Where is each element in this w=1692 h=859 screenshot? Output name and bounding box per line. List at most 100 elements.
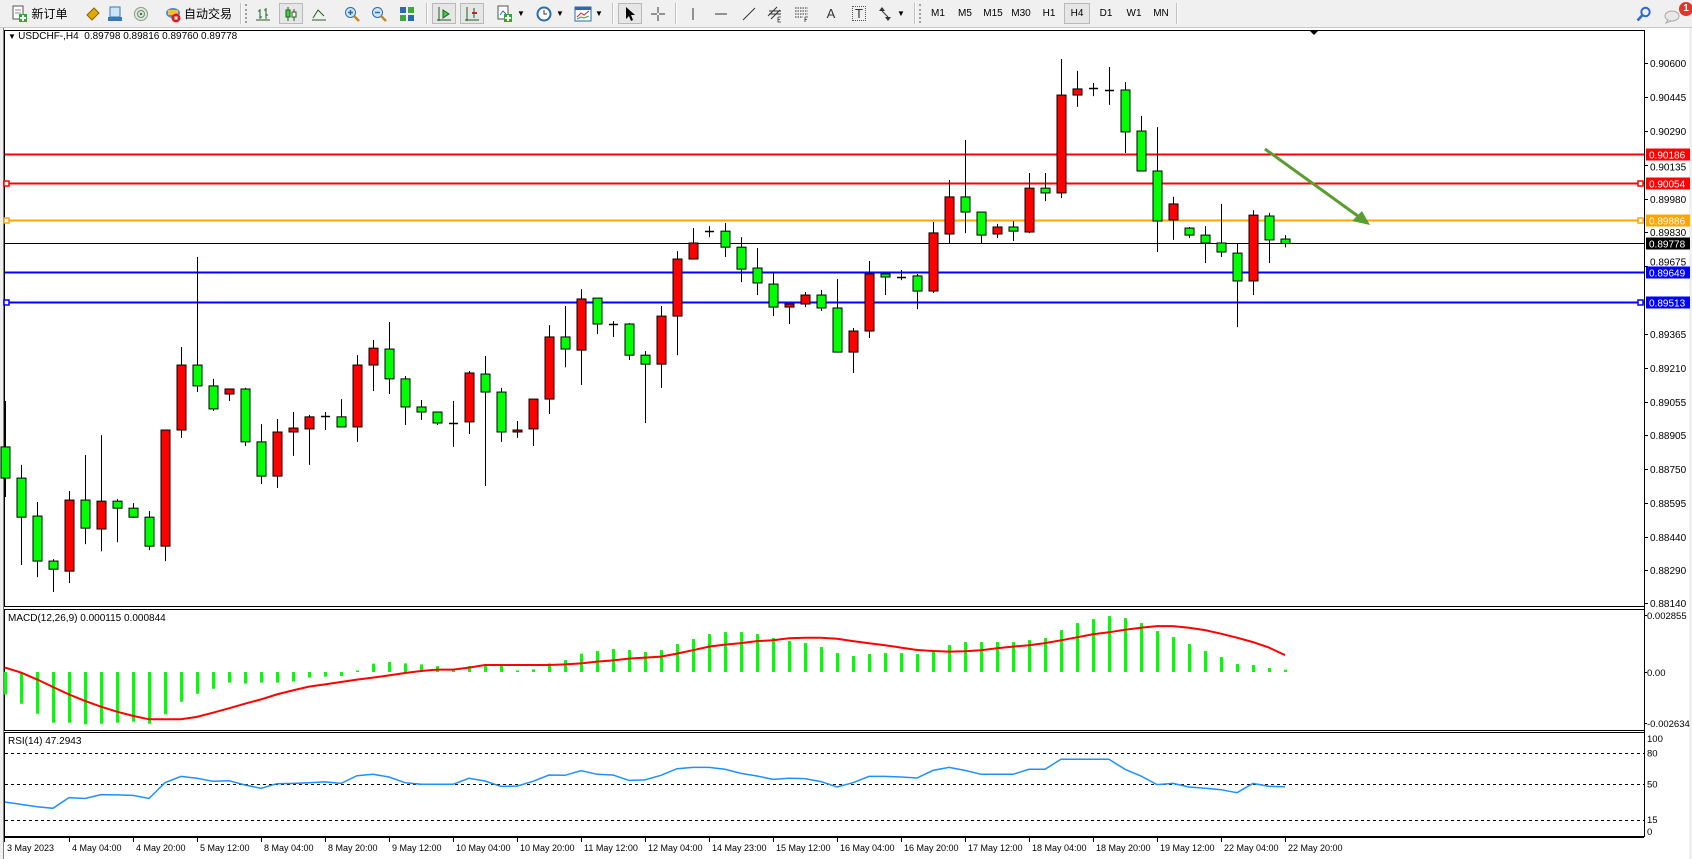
time-tick-label: 5 May 12:00	[200, 843, 250, 853]
candle-bearish	[816, 294, 827, 309]
zoom-out-button[interactable]	[368, 3, 390, 24]
templates-dropdown[interactable]: ▼	[594, 3, 604, 24]
time-tick-label: 4 May 04:00	[72, 843, 122, 853]
caret-down-icon: ▼	[517, 9, 525, 18]
trend-arrow[interactable]	[1264, 147, 1363, 221]
macd-histogram-bar	[420, 664, 423, 672]
candle-bearish	[880, 273, 891, 278]
toolbar-grip[interactable]	[919, 4, 923, 23]
line-handle[interactable]	[1637, 217, 1644, 224]
time-tick-label: 10 May 20:00	[520, 843, 575, 853]
candle-bullish	[1248, 214, 1259, 282]
timeframe-m1[interactable]: M1	[931, 8, 945, 19]
rsi-tick-label: 50	[1647, 780, 1658, 791]
new-order-button[interactable]: 新订单	[8, 3, 72, 24]
cursor-button[interactable]	[618, 3, 642, 24]
price-tick-label: 0.89210	[1650, 364, 1687, 375]
macd-panel-frame	[4, 609, 1645, 731]
macd-histogram-bar	[708, 634, 711, 672]
chart-window[interactable]	[3, 28, 1689, 859]
vertical-line-button[interactable]	[682, 3, 704, 24]
periods-icon	[535, 5, 553, 23]
price-tick-label: 0.88905	[1650, 431, 1687, 442]
symbol-title: USDCHF-,H4	[18, 31, 79, 42]
macd-histogram-bar	[516, 670, 519, 672]
timeframe-mn[interactable]: MN	[1153, 8, 1169, 19]
candle-bullish	[656, 315, 667, 365]
candle-bearish	[1008, 226, 1019, 232]
macd-histogram-bar	[1124, 618, 1127, 672]
timeframe-m30[interactable]: M30	[1011, 8, 1031, 19]
candle-bearish	[560, 336, 571, 350]
macd-histogram-bar	[1172, 637, 1175, 672]
toolbar-separator	[612, 3, 614, 24]
timeframe-d1[interactable]: D1	[1099, 8, 1113, 19]
timeframe-h4[interactable]: H4	[1064, 3, 1090, 24]
candle-bearish	[1120, 89, 1131, 133]
candle-bearish	[400, 378, 411, 408]
macd-histogram-bar	[100, 672, 103, 724]
candle-bearish	[192, 364, 203, 387]
macd-histogram-bar	[356, 670, 359, 672]
macd-histogram-bar	[1236, 664, 1239, 672]
auto-trading-button[interactable]: 自动交易	[162, 3, 234, 24]
arrows-button[interactable]	[874, 3, 896, 24]
indicators-button[interactable]	[494, 3, 516, 24]
macd-histogram-bar	[756, 634, 759, 672]
candle-bearish	[1152, 170, 1163, 222]
notifications-button[interactable]	[1660, 3, 1684, 24]
chart-shift-button[interactable]	[460, 3, 484, 24]
caret-down-icon: ▼	[556, 9, 564, 18]
price-tick-label: 0.90445	[1650, 93, 1687, 104]
candle-bearish	[336, 416, 347, 428]
timeframe-m15[interactable]: M15	[983, 8, 1003, 19]
price-tick-label: 0.90290	[1650, 127, 1687, 138]
macd-histogram-bar	[564, 660, 567, 672]
notifications-icon	[1663, 4, 1681, 24]
macd-histogram-bar	[1028, 640, 1031, 672]
price-tick-label: 0.88140	[1650, 599, 1687, 610]
equidistant-channel-button[interactable]	[764, 3, 786, 24]
macd-histogram-bar	[484, 666, 487, 672]
line-handle[interactable]	[1637, 180, 1644, 187]
tile-windows-button[interactable]	[396, 3, 418, 24]
candle-bullish	[1072, 88, 1083, 96]
search-button[interactable]	[1633, 3, 1655, 24]
fibonacci-button[interactable]	[791, 3, 813, 24]
periods-dropdown[interactable]: ▼	[555, 3, 565, 24]
time-tick-label: 16 May 04:00	[840, 843, 895, 853]
price-tick-label: 0.89830	[1650, 228, 1687, 239]
indicators-dropdown[interactable]: ▼	[516, 3, 526, 24]
toolbar-grip[interactable]	[245, 4, 249, 23]
macd-histogram-bar	[996, 642, 999, 672]
candlestick-button[interactable]	[279, 3, 303, 24]
arrows-dropdown[interactable]: ▼	[896, 3, 906, 24]
trendline-button[interactable]	[738, 3, 760, 24]
line-handle[interactable]	[1637, 299, 1644, 306]
macd-histogram-bar	[292, 672, 295, 682]
auto-scroll-button[interactable]	[432, 3, 456, 24]
timeframe-h1[interactable]: H1	[1042, 8, 1056, 19]
macd-histogram-bar	[1060, 630, 1063, 672]
periods-button[interactable]	[533, 3, 555, 24]
cursor-icon	[622, 6, 638, 22]
zoom-in-button[interactable]	[341, 3, 363, 24]
line-handle[interactable]	[3, 180, 10, 187]
line-handle[interactable]	[3, 299, 10, 306]
navigator-button[interactable]	[104, 3, 126, 24]
signals-button[interactable]	[130, 3, 152, 24]
timeframe-w1[interactable]: W1	[1126, 8, 1142, 19]
horizontal-line-button[interactable]	[710, 3, 732, 24]
line-handle[interactable]	[3, 217, 10, 224]
macd-histogram-bar	[932, 651, 935, 672]
line-chart-button[interactable]	[308, 3, 330, 24]
bar-chart-button[interactable]	[252, 3, 274, 24]
text-label-tool-button[interactable]: T	[848, 3, 870, 24]
text-tool-button[interactable]: A	[820, 3, 842, 24]
search-icon	[1636, 6, 1652, 22]
crosshair-button[interactable]	[647, 3, 669, 24]
timeframe-m5[interactable]: M5	[958, 8, 972, 19]
market-watch-button[interactable]	[82, 3, 104, 24]
templates-button[interactable]	[572, 3, 594, 24]
